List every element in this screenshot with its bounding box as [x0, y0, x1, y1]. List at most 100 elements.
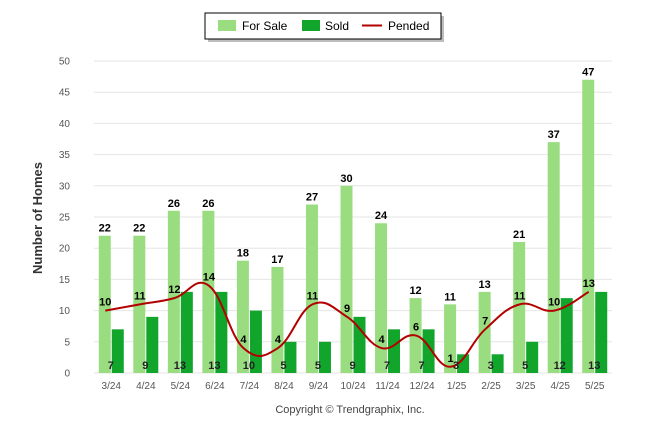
label-pended: 4 [275, 334, 282, 346]
bar-sold [180, 291, 193, 373]
label-sold: 10 [243, 360, 255, 372]
legend-label-for-sale: For Sale [242, 19, 288, 33]
label-for-sale: 12 [409, 285, 421, 297]
label-sold: 3 [488, 360, 494, 372]
label-for-sale: 17 [271, 254, 283, 266]
label-for-sale: 27 [306, 192, 318, 204]
label-for-sale: 13 [479, 279, 491, 291]
x-tick-label: 5/24 [171, 381, 191, 392]
bar-sold [595, 291, 608, 373]
x-tick-label: 8/24 [274, 381, 294, 392]
bar-sold [111, 329, 124, 373]
bar-sold [491, 354, 504, 373]
data-labels: 2271022911261312261314181041754275113099… [99, 67, 601, 372]
y-tick-label: 30 [59, 181, 71, 192]
label-for-sale: 26 [168, 198, 180, 210]
legend: For Sale Sold Pended [204, 12, 444, 42]
legend-swatch-for-sale [218, 20, 236, 31]
label-pended: 4 [378, 334, 385, 346]
label-for-sale: 47 [582, 67, 594, 79]
y-tick-label: 15 [59, 275, 71, 286]
bar-sold [388, 329, 401, 373]
copyright-text: Copyright © Trendgraphix, Inc. [275, 404, 424, 416]
y-tick-label: 50 [59, 57, 71, 68]
label-pended: 1 [448, 353, 454, 365]
bar-for-sale [98, 235, 111, 373]
bar-sold [249, 310, 262, 373]
label-pended: 10 [99, 297, 111, 309]
legend-label-sold: Sold [325, 19, 349, 33]
label-sold: 3 [453, 360, 459, 372]
x-tick-label: 3/24 [102, 381, 122, 392]
label-sold: 7 [419, 360, 425, 372]
label-sold: 13 [588, 360, 600, 372]
bar-sold [318, 341, 331, 373]
bar-for-sale [375, 223, 388, 373]
label-pended: 10 [548, 297, 560, 309]
label-sold: 5 [315, 360, 321, 372]
bar-for-sale [202, 210, 215, 373]
bar-sold [457, 354, 470, 373]
bar-sold [422, 329, 435, 373]
pended-line [105, 281, 590, 368]
bar-for-sale [513, 241, 526, 373]
label-sold: 9 [349, 360, 355, 372]
pended-series-line [105, 281, 590, 368]
label-pended: 11 [514, 290, 526, 302]
label-sold: 7 [384, 360, 390, 372]
label-pended: 14 [203, 272, 216, 284]
bar-sold [560, 298, 573, 373]
bar-for-sale [271, 266, 284, 373]
bar-for-sale [547, 142, 560, 373]
bar-for-sale [305, 204, 318, 373]
y-tick-label: 45 [59, 88, 71, 99]
bars [98, 79, 608, 373]
label-for-sale: 11 [444, 291, 456, 303]
label-sold: 5 [280, 360, 286, 372]
x-tick-label: 11/24 [375, 381, 400, 392]
x-tick-label: 6/24 [205, 381, 225, 392]
bar-for-sale [582, 79, 595, 373]
label-pended: 9 [344, 303, 350, 315]
label-for-sale: 22 [99, 223, 111, 235]
bar-sold [284, 341, 297, 373]
label-pended: 11 [307, 290, 319, 302]
x-axis-ticks: 3/24 4/24 5/24 6/24 7/24 8/24 9/24 10/24 11/24 12… [102, 381, 605, 392]
x-tick-label: 4/25 [550, 381, 570, 392]
y-axis-title: Number of Homes [30, 162, 45, 274]
label-for-sale: 26 [202, 198, 214, 210]
label-sold: 12 [554, 360, 566, 372]
label-sold: 13 [208, 360, 220, 372]
label-for-sale: 37 [548, 129, 560, 141]
x-tick-label: 2/25 [481, 381, 501, 392]
bar-for-sale [167, 210, 180, 373]
label-for-sale: 21 [513, 229, 525, 241]
y-tick-label: 40 [59, 119, 71, 130]
label-pended: 12 [168, 284, 180, 296]
x-tick-label: 10/24 [340, 381, 365, 392]
label-sold: 7 [108, 360, 114, 372]
bar-for-sale [444, 304, 457, 373]
label-pended: 11 [134, 290, 146, 302]
y-tick-label: 35 [59, 150, 71, 161]
x-tick-label: 7/24 [240, 381, 260, 392]
y-tick-label: 25 [59, 213, 71, 224]
bar-sold [146, 316, 159, 373]
x-tick-label: 12/24 [410, 381, 435, 392]
legend-label-pended: Pended [388, 19, 429, 33]
y-axis-ticks: 0 5 10 15 20 25 30 35 40 45 50 [59, 57, 71, 380]
bar-for-sale [478, 291, 491, 373]
bar-for-sale [340, 185, 353, 373]
label-sold: 9 [142, 360, 148, 372]
bar-sold [526, 341, 539, 373]
gridlines [94, 60, 612, 374]
label-for-sale: 22 [133, 223, 145, 235]
label-for-sale: 18 [237, 248, 249, 260]
y-tick-label: 0 [64, 369, 70, 380]
label-for-sale: 30 [340, 173, 352, 185]
x-tick-label: 4/24 [136, 381, 156, 392]
x-tick-label: 9/24 [309, 381, 329, 392]
x-tick-label: 5/25 [585, 381, 605, 392]
y-tick-label: 5 [64, 337, 70, 348]
